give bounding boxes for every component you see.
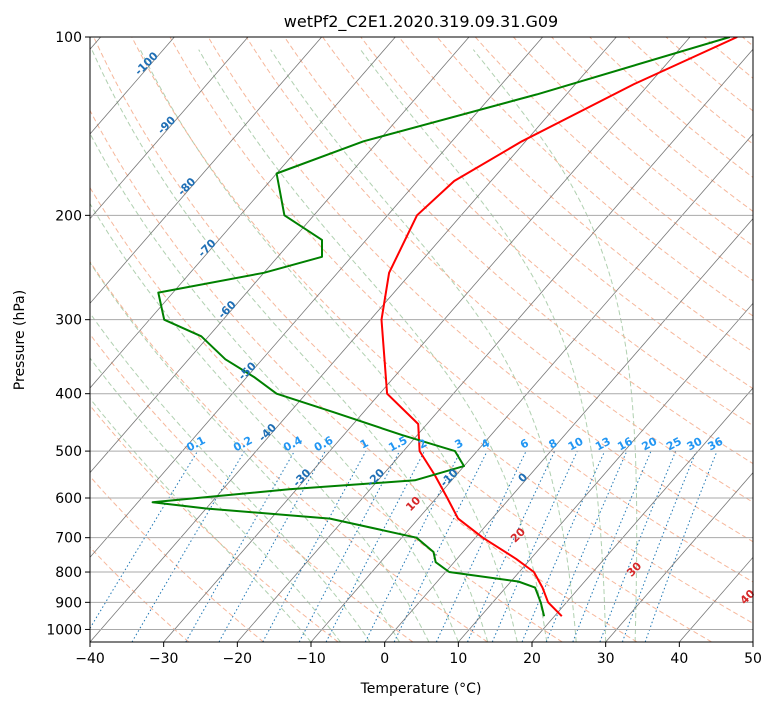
mixing-ratio-line — [185, 450, 295, 642]
moist-adiabat-line — [270, 49, 577, 642]
y-tick-label: 700 — [55, 531, 82, 547]
plot-area — [90, 37, 753, 642]
dry-adiabat-line — [90, 186, 563, 642]
isotherm-line — [531, 387, 753, 642]
dry-adiabat-line — [436, 37, 753, 317]
dry-adiabat-line — [589, 37, 753, 179]
moist-adiabat-line — [90, 132, 459, 642]
x-tick-label: −20 — [223, 651, 253, 667]
plot-frame — [89, 36, 754, 643]
dry-adiabat-line — [322, 37, 753, 427]
dry-adiabat-line — [169, 37, 753, 583]
moist-adiabat-line — [90, 312, 371, 642]
dry-adiabat-line — [90, 333, 414, 642]
y-tick-label: 600 — [55, 491, 82, 507]
y-tick-label: 500 — [55, 444, 82, 460]
isotherm-line — [90, 37, 249, 220]
moist-adiabat-line — [139, 49, 518, 642]
dewpoint-profile-line — [151, 37, 731, 617]
isotherm-line — [310, 133, 753, 642]
x-tick-label: 20 — [523, 651, 541, 667]
mixing-ratio-line — [131, 450, 245, 642]
mixing-ratio-line — [218, 450, 326, 642]
mixing-ratio-label: 36 — [706, 435, 726, 454]
y-tick-label: 900 — [55, 595, 82, 611]
isotherm-line — [90, 37, 322, 304]
isotherm-line — [384, 218, 753, 642]
dry-adiabat-line — [207, 37, 753, 543]
mixing-ratio-line — [90, 450, 199, 630]
y-tick-label: 1000 — [46, 622, 82, 638]
isotherm-line — [163, 37, 691, 642]
mixing-ratio-line — [435, 450, 527, 642]
mixing-ratio-line — [491, 450, 578, 642]
x-tick-label: −30 — [149, 651, 179, 667]
x-tick-label: 40 — [670, 651, 688, 667]
dry-adiabat-line — [245, 37, 753, 503]
moist-adiabat-line — [90, 397, 312, 642]
moist-adiabat-line — [360, 49, 607, 642]
dry-adiabat-line — [90, 260, 488, 642]
series-lines — [151, 37, 738, 617]
mixing-ratio-label: 20 — [640, 435, 660, 454]
moist-adiabat-line — [90, 261, 400, 642]
mixing-ratio-line — [467, 450, 556, 642]
isotherm-line — [237, 48, 753, 642]
isotherm-line — [605, 472, 753, 642]
moist-adiabats — [90, 49, 638, 642]
mixing-ratio-label: 25 — [664, 435, 684, 454]
y-tick-label: 800 — [55, 565, 82, 581]
dry-adiabat-line — [90, 109, 638, 642]
y-tick-label: 100 — [55, 30, 82, 46]
y-axis-ticks: 100 200 300 400 500 600 700 800 900 1000 — [46, 30, 90, 638]
mixing-ratio-label: 16 — [615, 435, 635, 454]
mixing-ratio-line — [545, 450, 628, 642]
mixing-ratio-label: 10 — [566, 435, 586, 454]
isotherm-line — [90, 37, 396, 389]
dry-adiabat-line — [398, 37, 753, 353]
isotherm-line — [458, 302, 753, 642]
dry-adiabats — [90, 37, 753, 642]
mixing-ratio-lines — [90, 450, 718, 642]
dry-adiabat-line — [93, 37, 712, 642]
x-tick-label: 0 — [380, 651, 389, 667]
isotherm-line — [90, 37, 543, 558]
x-axis-ticks: −40 −30 −20 −10 0 10 20 30 40 50 — [75, 642, 762, 667]
mixing-ratio-label: 30 — [685, 435, 705, 454]
mixing-ratio-line — [521, 450, 606, 642]
isotherm-line — [752, 641, 753, 642]
y-axis-label: Pressure (hPa) — [12, 290, 28, 390]
y-tick-label: 200 — [55, 208, 82, 224]
x-axis-label: Temperature (°C) — [360, 681, 482, 697]
moist-adiabat-line — [91, 49, 489, 642]
x-tick-label: −10 — [296, 651, 326, 667]
dry-adiabat-line — [131, 37, 753, 624]
moist-adiabat-line — [472, 49, 638, 642]
x-tick-label: −40 — [75, 651, 105, 667]
mixing-ratio-line — [262, 450, 367, 642]
x-tick-label: 10 — [449, 651, 467, 667]
y-tick-label: 300 — [55, 313, 82, 329]
y-tick-label: 400 — [55, 387, 82, 403]
chart-title: wetPf2_C2E1.2020.319.09.31.G09 — [284, 12, 558, 32]
dry-adiabat-line — [513, 37, 753, 247]
mixing-ratio-line — [393, 450, 488, 642]
moist-adiabat-line — [90, 202, 430, 642]
temperature-profile-line — [380, 37, 738, 617]
mixing-ratio-label: 13 — [593, 435, 613, 454]
x-tick-label: 30 — [597, 651, 615, 667]
x-tick-label: 50 — [744, 651, 762, 667]
